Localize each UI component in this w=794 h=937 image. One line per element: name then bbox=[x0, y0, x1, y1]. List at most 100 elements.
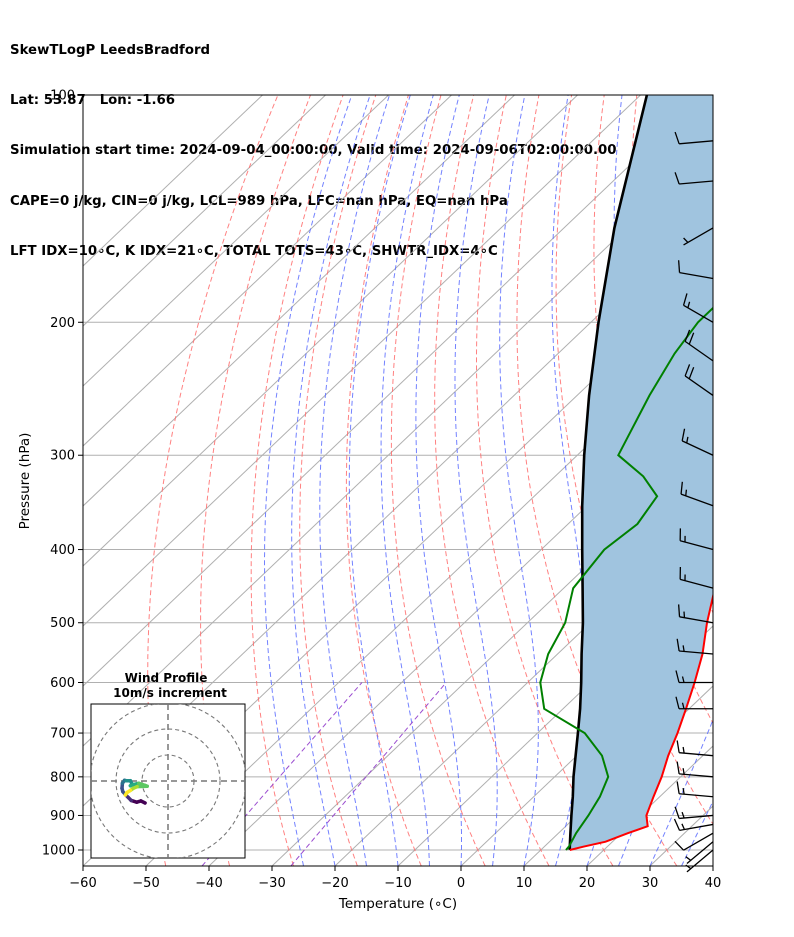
dry-adiabat-line bbox=[299, 95, 377, 866]
y-tick-label: 200 bbox=[50, 316, 75, 331]
barb-shaft bbox=[680, 493, 714, 507]
title-line-cape: CAPE=0 j/kg, CIN=0 j/kg, LCL=989 hPa, LF… bbox=[10, 193, 508, 209]
title-line-station: SkewTLogP LeedsBradford bbox=[10, 42, 211, 58]
barb-shaft bbox=[679, 271, 714, 280]
y-axis-label: Pressure (hPa) bbox=[17, 433, 33, 530]
barb-shaft bbox=[683, 227, 714, 246]
wind-barb bbox=[673, 818, 714, 831]
cin-shaded-area bbox=[569, 95, 713, 850]
barb-half-flag bbox=[685, 489, 688, 496]
barb-flag bbox=[676, 638, 680, 652]
y-tick-label: 500 bbox=[50, 616, 75, 631]
dry-adiabat-line bbox=[735, 95, 794, 866]
x-tick-label: 10 bbox=[516, 876, 533, 891]
moist-adiabat-line bbox=[712, 864, 713, 866]
moist-adiabat-line bbox=[264, 95, 353, 866]
wind-barb bbox=[685, 849, 714, 873]
wind-barb bbox=[677, 260, 714, 280]
wind-barb bbox=[674, 131, 714, 145]
x-tick-label: −10 bbox=[384, 876, 411, 891]
y-tick-label: 800 bbox=[50, 770, 75, 785]
dry-adiabat-line bbox=[250, 95, 344, 866]
wind-barb bbox=[684, 364, 714, 396]
isotherm-line bbox=[83, 95, 452, 447]
dry-adiabat-line bbox=[390, 95, 486, 866]
wind-barb bbox=[679, 566, 714, 589]
hodograph-title: Wind Profile bbox=[125, 671, 208, 685]
isotherm-line bbox=[83, 95, 704, 687]
isotherm-line bbox=[397, 565, 713, 866]
moist-adiabat-line bbox=[649, 718, 713, 866]
barb-flag bbox=[684, 364, 691, 377]
title-line-indices: LFT IDX=10∘C, K IDX=21∘C, TOTAL TOTS=43∘… bbox=[10, 244, 498, 260]
barb-shaft bbox=[684, 340, 714, 362]
barb-shaft bbox=[679, 773, 714, 778]
moist-adiabat-line bbox=[319, 95, 390, 866]
moist-adiabat-line bbox=[454, 95, 498, 866]
hodograph-trace-segment bbox=[123, 790, 129, 797]
wind-barb bbox=[685, 841, 714, 865]
barb-flag bbox=[674, 131, 680, 145]
dry-adiabat-line bbox=[345, 95, 422, 866]
barb-flag bbox=[681, 428, 686, 441]
temperature-profile-line bbox=[569, 592, 713, 851]
y-tick-label: 600 bbox=[50, 676, 75, 691]
wind-barb bbox=[675, 670, 713, 684]
barb-half-flag bbox=[682, 645, 685, 652]
y-tick-label: 300 bbox=[50, 449, 75, 464]
moist-adiabat-line bbox=[681, 799, 713, 866]
moist-adiabat-line bbox=[291, 95, 371, 866]
barb-flag bbox=[684, 329, 691, 342]
dry-adiabat-line bbox=[767, 95, 794, 866]
barb-flag bbox=[676, 761, 680, 774]
barb-flag bbox=[677, 604, 681, 617]
barb-shaft bbox=[683, 304, 714, 323]
chart-title-block: SkewTLogP LeedsBradford Lat: 53.87 Lon: … bbox=[10, 9, 617, 278]
wind-barb bbox=[681, 428, 714, 456]
wind-barb bbox=[674, 806, 714, 820]
barb-shaft bbox=[679, 180, 714, 185]
x-tick-label: 40 bbox=[705, 876, 722, 891]
isotherm-line bbox=[83, 95, 263, 267]
isotherm-line bbox=[83, 95, 515, 507]
isotherm-line bbox=[271, 445, 713, 866]
barb-shaft bbox=[679, 540, 714, 551]
barb-flag bbox=[680, 481, 683, 495]
hodograph-subtitle: 10m/s increment bbox=[113, 686, 227, 700]
x-tick-label: 30 bbox=[642, 876, 659, 891]
barb-half-flag bbox=[685, 864, 692, 870]
x-tick-label: 20 bbox=[579, 876, 596, 891]
barb-shaft bbox=[684, 375, 714, 396]
barb-flag bbox=[674, 840, 685, 851]
barb-shaft bbox=[679, 578, 714, 589]
isotherm-line bbox=[83, 95, 389, 387]
barb-shaft bbox=[679, 650, 714, 655]
barb-half-flag bbox=[687, 301, 691, 308]
title-line-times: Simulation start time: 2024-09-04_00:00:… bbox=[10, 143, 617, 159]
barb-flag bbox=[674, 172, 680, 185]
dry-adiabat-line bbox=[476, 95, 614, 866]
barb-flag bbox=[688, 332, 695, 345]
barb-half-flag bbox=[682, 746, 685, 754]
barb-half-flag bbox=[681, 676, 685, 683]
wind-barb bbox=[682, 293, 714, 323]
barb-shaft bbox=[686, 849, 714, 873]
mixing-ratio-line bbox=[290, 682, 447, 866]
barb-shaft bbox=[679, 823, 714, 831]
barb-half-flag bbox=[682, 787, 685, 795]
y-tick-label: 700 bbox=[50, 727, 75, 742]
wind-barb bbox=[675, 696, 713, 710]
barb-flag bbox=[688, 367, 695, 380]
wind-barb bbox=[676, 761, 714, 778]
isotherm-line bbox=[83, 95, 326, 327]
x-axis-label: Temperature (∘C) bbox=[338, 896, 457, 912]
barb-shaft bbox=[679, 793, 714, 798]
x-tick-label: −60 bbox=[69, 876, 96, 891]
isotherm-line bbox=[712, 865, 713, 866]
barb-shaft bbox=[681, 440, 714, 456]
barb-flag bbox=[676, 781, 680, 794]
x-tick-label: 0 bbox=[457, 876, 465, 891]
x-tick-label: −30 bbox=[258, 876, 285, 891]
isotherm-line bbox=[83, 95, 578, 567]
